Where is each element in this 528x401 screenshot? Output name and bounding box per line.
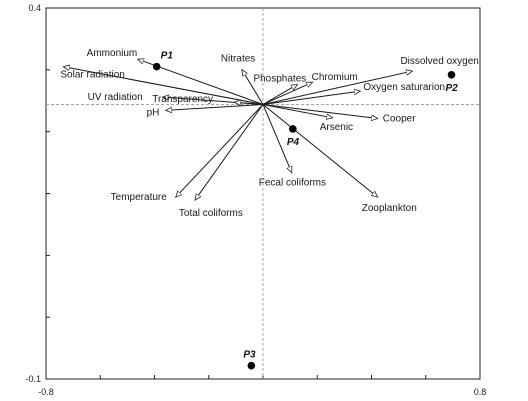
vector-arrow-solar-radiation	[63, 67, 264, 105]
variable-vectors: Dissolved oxygen Oxygen saturarion Chromiu…	[60, 48, 478, 219]
vector-arrow-dissolved-oxygen	[262, 71, 412, 105]
x-tick-label-min: -0.8	[38, 387, 54, 397]
vector-label-fecal-coliforms: Fecal coliforms	[259, 178, 326, 189]
sample-label-p1: P1	[161, 51, 174, 62]
vector-label-ph: pH	[147, 107, 160, 118]
vector-label-solar-radiation: Solar radiation	[60, 70, 124, 81]
vector-label-cooper: Cooper	[383, 114, 416, 125]
vector-arrow-fecal-coliforms	[262, 104, 292, 172]
vector-label-chromium: Chromium	[312, 72, 358, 83]
vector-label-uv-radiation: UV radiation	[88, 92, 143, 103]
vector-arrow-zooplankton	[262, 104, 378, 197]
sample-label-p2: P2	[446, 83, 459, 94]
vector-label-nitrates: Nitrates	[221, 54, 255, 65]
axis-tick-labels: -0.8 0.8 0.4 -0.1	[25, 3, 486, 397]
sample-label-p4: P4	[287, 137, 300, 148]
vector-arrow-chromium	[262, 81, 313, 105]
vector-label-phosphates: Phosphates	[253, 73, 306, 84]
y-tick-label-min: -0.1	[25, 374, 41, 384]
vector-label-dissolved-oxygen: Dissolved oxygen	[400, 56, 478, 67]
x-tick-label-max: 0.8	[474, 387, 487, 397]
vector-arrow-phosphates	[262, 84, 297, 105]
sample-point-p2	[447, 70, 456, 79]
vector-label-ammonium: Ammonium	[87, 48, 138, 59]
sample-points: P1 P2 P3 P4	[152, 51, 459, 370]
sample-label-p3: P3	[243, 350, 256, 361]
sample-point-p1	[152, 62, 161, 71]
axis-ticks	[46, 69, 427, 379]
vector-arrow-cooper	[262, 103, 378, 118]
vector-label-total-coliforms: Total coliforms	[179, 208, 243, 219]
vector-arrow-arsenic	[262, 103, 333, 117]
sample-point-p3	[247, 361, 256, 370]
vector-arrow-transparency	[234, 102, 264, 104]
y-tick-label-max: 0.4	[28, 3, 41, 13]
vector-arrow-temperature	[176, 104, 264, 197]
vector-arrow-oxygen-saturarion	[262, 91, 360, 105]
vector-arrow-ph	[166, 103, 264, 110]
vector-arrow-nitrates	[242, 70, 264, 105]
sample-point-p4	[289, 125, 297, 133]
vector-arrow-total-coliforms	[195, 104, 264, 200]
vector-label-arsenic: Arsenic	[320, 122, 353, 133]
vector-label-oxygen-saturarion: Oxygen saturarion	[363, 82, 445, 93]
vector-label-zooplankton: Zooplankton	[362, 203, 417, 214]
vector-label-temperature: Temperature	[111, 192, 168, 203]
vector-label-transparency: Transparency	[152, 94, 213, 105]
